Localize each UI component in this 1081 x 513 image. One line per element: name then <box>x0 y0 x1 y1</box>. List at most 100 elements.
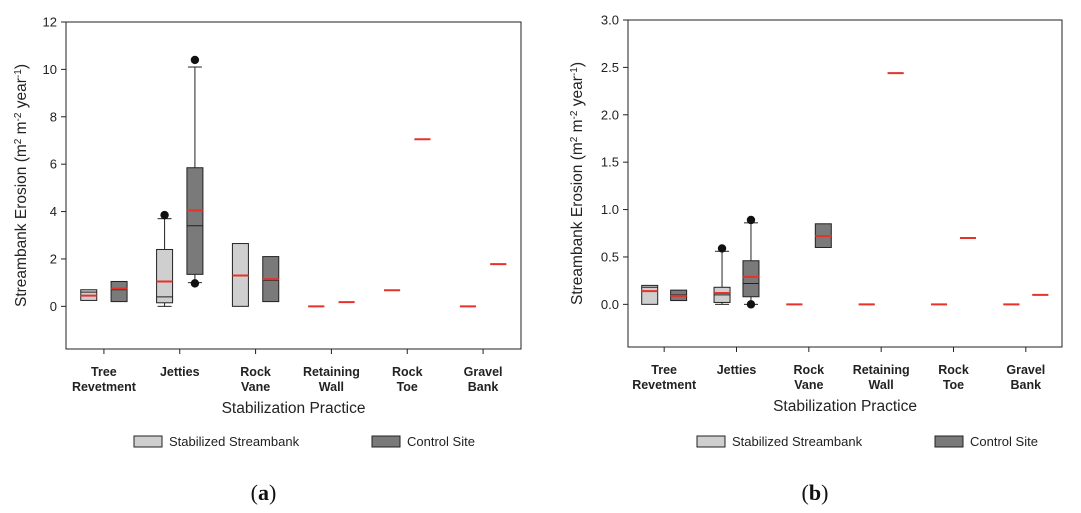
x-tick-label-line: Vane <box>794 378 823 392</box>
y-tick-label: 3.0 <box>601 13 619 28</box>
box-iqr <box>743 261 759 297</box>
legend-label: Stabilized Streambank <box>732 434 863 449</box>
outlier-point <box>160 211 168 219</box>
x-tick-label-line: Gravel <box>1006 363 1045 377</box>
x-tick-label: Jetties <box>160 365 200 379</box>
y-tick-label: 1.5 <box>601 155 619 170</box>
x-tick-label: Gravel Bank <box>464 365 503 394</box>
plot-frame <box>628 20 1062 347</box>
x-axis-title: Stabilization Practice <box>773 398 917 415</box>
y-axis-title-part: year <box>569 76 586 110</box>
panel-label-part: ( <box>251 480 258 505</box>
panel-label-part: b <box>809 480 821 505</box>
box-control-site-0 <box>671 290 687 300</box>
panel-label-part: ( <box>802 480 809 505</box>
x-tick-label-line: Tree <box>651 363 677 377</box>
legend-swatch <box>134 436 162 447</box>
x-tick-label-line: Bank <box>468 380 499 394</box>
y-axis-title: Streambank Erosion (m2 m-2 year-1) <box>13 64 30 307</box>
box-iqr <box>111 281 127 301</box>
box-control-site-1 <box>743 216 759 309</box>
box-stabilized-streambank-0 <box>81 290 97 301</box>
y-axis-title-part: Streambank Erosion (m <box>569 142 586 305</box>
y-tick-label: 0.0 <box>601 297 619 312</box>
legend-swatch <box>372 436 400 447</box>
legend-label: Control Site <box>970 434 1038 449</box>
y-tick-label: 6 <box>50 157 57 172</box>
panel-label: (a) <box>251 480 277 505</box>
outlier-point <box>191 56 199 64</box>
x-tick-label-line: Revetment <box>632 378 697 392</box>
outlier-point <box>747 300 755 308</box>
x-tick-label-line: Toe <box>397 380 418 394</box>
outlier-point <box>191 279 199 287</box>
box-iqr <box>157 249 173 302</box>
y-axis-title-part: ) <box>13 64 30 69</box>
y-tick-label: 1.0 <box>601 202 619 217</box>
legend-swatch <box>697 436 725 447</box>
y-tick-label: 0.5 <box>601 249 619 264</box>
x-tick-label-line: Rock <box>794 363 825 377</box>
panel-label-part: ) <box>269 480 276 505</box>
chart-panel-b: 0.0 0.5 1.0 1.5 2.0 2.5 3.0 Tree Revetment Jettie… <box>569 13 1062 506</box>
outlier-point <box>747 216 755 224</box>
x-tick-label: Rock Vane <box>794 363 825 392</box>
box-control-site-2 <box>815 224 831 248</box>
y-axis-title-part: Streambank Erosion (m <box>13 144 30 307</box>
x-tick-label-line: Jetties <box>717 363 757 377</box>
box-iqr <box>187 168 203 275</box>
x-tick-label-line: Toe <box>943 378 964 392</box>
x-tick-label: Tree Revetment <box>632 363 697 392</box>
x-tick-label-line: Tree <box>91 365 117 379</box>
x-tick-label-line: Retaining <box>303 365 360 379</box>
outlier-point <box>718 244 726 252</box>
y-axis-title-part: m <box>13 121 30 138</box>
y-axis-title: Streambank Erosion (m2 m-2 year-1) <box>569 62 586 305</box>
x-tick-label-line: Revetment <box>72 380 137 394</box>
x-tick-label: Rock Toe <box>392 365 423 394</box>
legend-item-stabilized-streambank: Stabilized Streambank <box>697 434 863 449</box>
box-stabilized-streambank-1 <box>157 211 173 306</box>
x-tick-label-line: Jetties <box>160 365 200 379</box>
y-tick-label: 2.0 <box>601 107 619 122</box>
y-axis-title-part: ) <box>569 62 586 67</box>
legend-label: Stabilized Streambank <box>169 434 300 449</box>
y-axis-title-part: m <box>569 119 586 136</box>
y-tick-label: 12 <box>43 15 57 30</box>
legend-item-stabilized-streambank: Stabilized Streambank <box>134 434 300 449</box>
x-tick-label: Jetties <box>717 363 757 377</box>
y-tick-label: 2.5 <box>601 60 619 75</box>
x-tick-label: Rock Toe <box>938 363 969 392</box>
box-control-site-0 <box>111 281 127 301</box>
legend-label: Control Site <box>407 434 475 449</box>
box-stabilized-streambank-2 <box>232 244 248 307</box>
y-tick-label: 4 <box>50 204 57 219</box>
box-control-site-2 <box>263 257 279 302</box>
x-tick-label: Gravel Bank <box>1006 363 1045 392</box>
x-tick-label-line: Rock <box>938 363 969 377</box>
box-control-site-1 <box>187 56 203 288</box>
x-tick-label-line: Rock <box>240 365 271 379</box>
x-tick-label-line: Retaining <box>853 363 910 377</box>
y-axis-title-part: year <box>13 78 30 112</box>
x-tick-label-line: Wall <box>869 378 894 392</box>
legend-item-control-site: Control Site <box>935 434 1038 449</box>
x-tick-label: Tree Revetment <box>72 365 137 394</box>
legend-swatch <box>935 436 963 447</box>
x-tick-label-line: Vane <box>241 380 270 394</box>
y-tick-label: 2 <box>50 251 57 266</box>
panel-label-part: ) <box>821 480 828 505</box>
box-stabilized-streambank-0 <box>642 285 658 304</box>
x-tick-label: Retaining Wall <box>303 365 360 394</box>
panel-label: (b) <box>802 480 829 505</box>
x-tick-label: Rock Vane <box>240 365 271 394</box>
x-tick-label-line: Wall <box>319 380 344 394</box>
box-iqr <box>642 285 658 304</box>
x-tick-label: Retaining Wall <box>853 363 910 392</box>
x-tick-label-line: Rock <box>392 365 423 379</box>
panel-label-part: a <box>258 480 269 505</box>
y-tick-label: 10 <box>43 62 57 77</box>
